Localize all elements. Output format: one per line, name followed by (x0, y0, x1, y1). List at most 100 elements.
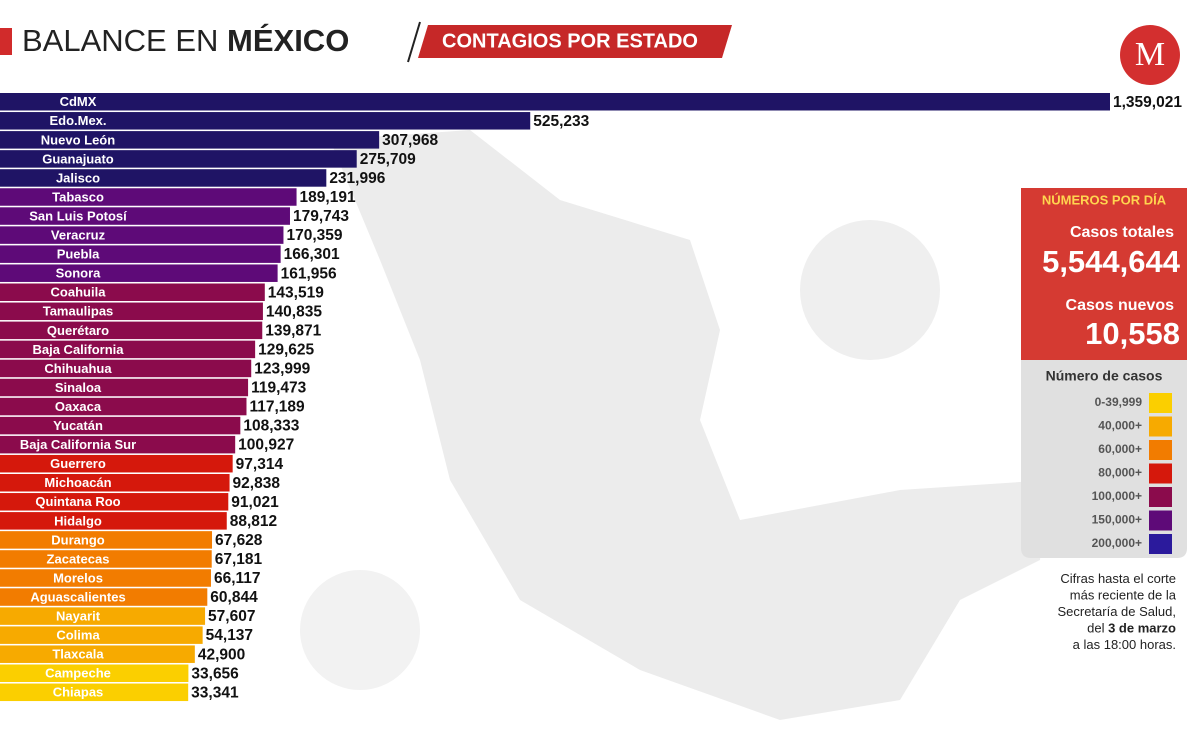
bar (0, 245, 281, 263)
bar (0, 550, 212, 568)
bar (0, 321, 263, 340)
value-label: 42,900 (198, 646, 245, 663)
value-label: 166,301 (284, 246, 340, 263)
legend-label: 200,000+ (1092, 536, 1142, 550)
note-text: Secretaría de Salud, (1057, 604, 1176, 619)
note-text: del (1087, 621, 1108, 636)
value-label: 139,871 (265, 322, 321, 339)
header-accent (0, 28, 12, 55)
category-label: Hidalgo (54, 513, 102, 528)
legend-label: 60,000+ (1098, 442, 1142, 456)
category-label: Michoacán (44, 475, 111, 490)
category-label: Colima (56, 628, 100, 643)
category-label: Nayarit (56, 609, 101, 624)
value-label: 123,999 (254, 361, 310, 378)
category-label: Jalisco (56, 170, 100, 185)
bar (0, 169, 327, 187)
note-text: Cifras hasta el corte (1060, 571, 1176, 586)
value-label: 189,191 (300, 189, 356, 206)
bar (0, 150, 357, 168)
bar (0, 188, 297, 206)
bar (0, 454, 233, 473)
bar (0, 416, 241, 435)
logo (1120, 25, 1180, 85)
bar (0, 607, 206, 625)
legend: 0-39,999 40,000+ 60,000+ 80,000+ 100,000+ 150… (1092, 393, 1172, 554)
bar (0, 302, 263, 321)
value-label: 1,359,021 (1113, 94, 1182, 111)
category-label: Baja California Sur (20, 437, 136, 452)
legend-swatch (1149, 393, 1172, 413)
bar (0, 359, 252, 378)
value-label: 54,137 (206, 627, 253, 644)
subtitle-box (418, 25, 732, 58)
panel-title: NÚMEROS POR DÍA (1042, 192, 1167, 207)
category-label: Campeche (45, 666, 111, 681)
bar (0, 340, 256, 359)
note-line: a las 18:00 horas. (1073, 637, 1176, 652)
value-label: 60,844 (210, 589, 258, 606)
category-label: Chiapas (53, 685, 104, 700)
virus-decoration (300, 570, 420, 690)
value-label: 143,519 (268, 284, 324, 301)
value-label: 67,181 (215, 551, 263, 568)
category-label: Coahuila (51, 285, 107, 300)
bar (0, 683, 189, 702)
value-label: 92,838 (233, 475, 281, 492)
value-label: 100,927 (238, 437, 294, 454)
bar (0, 645, 195, 663)
value-label: 57,607 (208, 608, 255, 625)
category-label: Baja California (32, 342, 124, 357)
value-label: 170,359 (286, 227, 342, 244)
category-label: Nuevo León (41, 132, 115, 147)
category-label: Quintana Roo (35, 494, 120, 509)
bar (0, 626, 203, 644)
note-text: más reciente de la (1070, 588, 1177, 603)
daily-panel (1021, 188, 1187, 360)
category-label: Puebla (57, 247, 100, 262)
bar (0, 569, 211, 587)
value-label: 108,333 (243, 418, 299, 435)
value-label: 117,189 (249, 399, 305, 416)
legend-box (1021, 360, 1187, 558)
value-label: 66,117 (214, 570, 261, 587)
value-label: 33,341 (191, 684, 239, 701)
category-label: Zacatecas (47, 551, 110, 566)
value-label: 33,656 (191, 665, 239, 682)
bar (0, 378, 249, 397)
bar (0, 588, 208, 606)
value-label: 525,233 (533, 113, 589, 130)
note-line: del 3 de marzo (1087, 621, 1176, 636)
bar (0, 664, 189, 682)
category-label: Sonora (56, 266, 102, 281)
header-divider (407, 21, 421, 63)
value-label: 97,314 (236, 456, 284, 473)
value-label: 179,743 (293, 208, 349, 225)
note-line: Cifras hasta el corte (1060, 571, 1176, 586)
new-label: Casos nuevos (1066, 297, 1175, 314)
logo-text: M (1135, 36, 1165, 73)
bar (0, 226, 284, 244)
category-label: Chihuahua (44, 361, 112, 376)
category-label: Durango (51, 532, 105, 547)
value-label: 231,996 (329, 170, 385, 187)
legend-swatch (1149, 534, 1172, 554)
legend-swatch (1149, 440, 1172, 460)
legend-label: 0-39,999 (1095, 395, 1143, 409)
category-label: Querétaro (47, 323, 109, 338)
value-label: 129,625 (258, 341, 314, 358)
category-label: Guerrero (50, 456, 106, 471)
header-title-part: MÉXICO (227, 23, 349, 58)
virus-decoration (800, 220, 940, 360)
bar (0, 207, 290, 225)
category-label: CdMX (60, 94, 97, 109)
legend-swatch (1149, 487, 1172, 507)
total-label: Casos totales (1070, 224, 1174, 241)
bar (0, 512, 227, 530)
legend-swatch (1149, 463, 1172, 484)
legend-label: 40,000+ (1098, 419, 1142, 433)
category-label: Oaxaca (55, 399, 102, 414)
category-label: Tamaulipas (43, 304, 114, 319)
value-label: 275,709 (360, 151, 416, 168)
